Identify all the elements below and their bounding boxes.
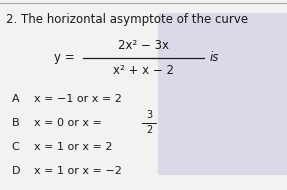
Text: x = 1 or x = −2: x = 1 or x = −2 [34, 166, 122, 176]
Text: y =: y = [54, 51, 75, 64]
Text: 2: 2 [146, 125, 152, 135]
Text: A: A [11, 94, 19, 104]
Text: x = 0 or x =: x = 0 or x = [34, 118, 102, 127]
Text: is: is [210, 51, 219, 64]
Text: x = 1 or x = 2: x = 1 or x = 2 [34, 142, 113, 152]
Text: B: B [11, 118, 19, 127]
Text: x = −1 or x = 2: x = −1 or x = 2 [34, 94, 122, 104]
Text: 2x² − 3x: 2x² − 3x [118, 39, 169, 52]
Text: D: D [11, 166, 20, 176]
Bar [158, 13, 287, 175]
Text: 3: 3 [146, 110, 152, 120]
Text: C: C [11, 142, 19, 152]
Text: x² + x − 2: x² + x − 2 [113, 64, 174, 77]
Text: 2. The horizontal asymptote of the curve: 2. The horizontal asymptote of the curve [6, 13, 248, 26]
